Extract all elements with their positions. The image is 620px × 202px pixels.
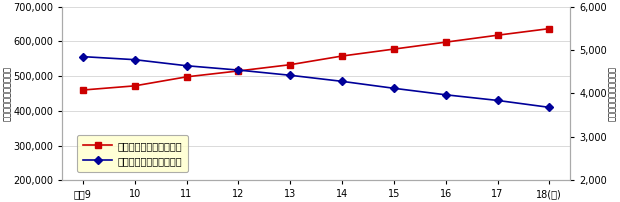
質屋営業許可数（業者） (442, 94, 450, 96)
質屋営業許可数（業者） (339, 80, 346, 83)
古物営業許可数（業者） (494, 34, 501, 36)
質屋営業許可数（業者） (183, 64, 190, 67)
質屋営業許可数（業者） (131, 58, 138, 61)
質屋営業許可数（業者） (79, 55, 87, 58)
古物営業許可数（業者） (286, 63, 294, 66)
質屋営業許可数（業者） (390, 87, 397, 89)
Y-axis label: （業者）古物営業許可数: （業者）古物営業許可数 (2, 66, 12, 121)
古物営業許可数（業者） (546, 27, 553, 30)
質屋営業許可数（業者） (286, 74, 294, 77)
古物営業許可数（業者） (442, 41, 450, 43)
質屋営業許可数（業者） (235, 69, 242, 71)
古物営業許可数（業者） (131, 85, 138, 87)
Legend: 古物営業許可数（業者）, 質屋営業許可数（業者）: 古物営業許可数（業者）, 質屋営業許可数（業者） (78, 135, 187, 172)
Y-axis label: 貳屋営業許可数（業者）: 貳屋営業許可数（業者） (608, 66, 618, 121)
質屋営業許可数（業者） (546, 106, 553, 108)
古物営業許可数（業者） (235, 70, 242, 72)
古物営業許可数（業者） (79, 89, 87, 91)
質屋営業許可数（業者） (494, 99, 501, 102)
Line: 質屋営業許可数（業者）: 質屋営業許可数（業者） (80, 54, 552, 110)
古物営業許可数（業者） (390, 48, 397, 50)
古物営業許可数（業者） (183, 76, 190, 78)
古物営業許可数（業者） (339, 55, 346, 57)
Line: 古物営業許可数（業者）: 古物営業許可数（業者） (80, 26, 552, 93)
